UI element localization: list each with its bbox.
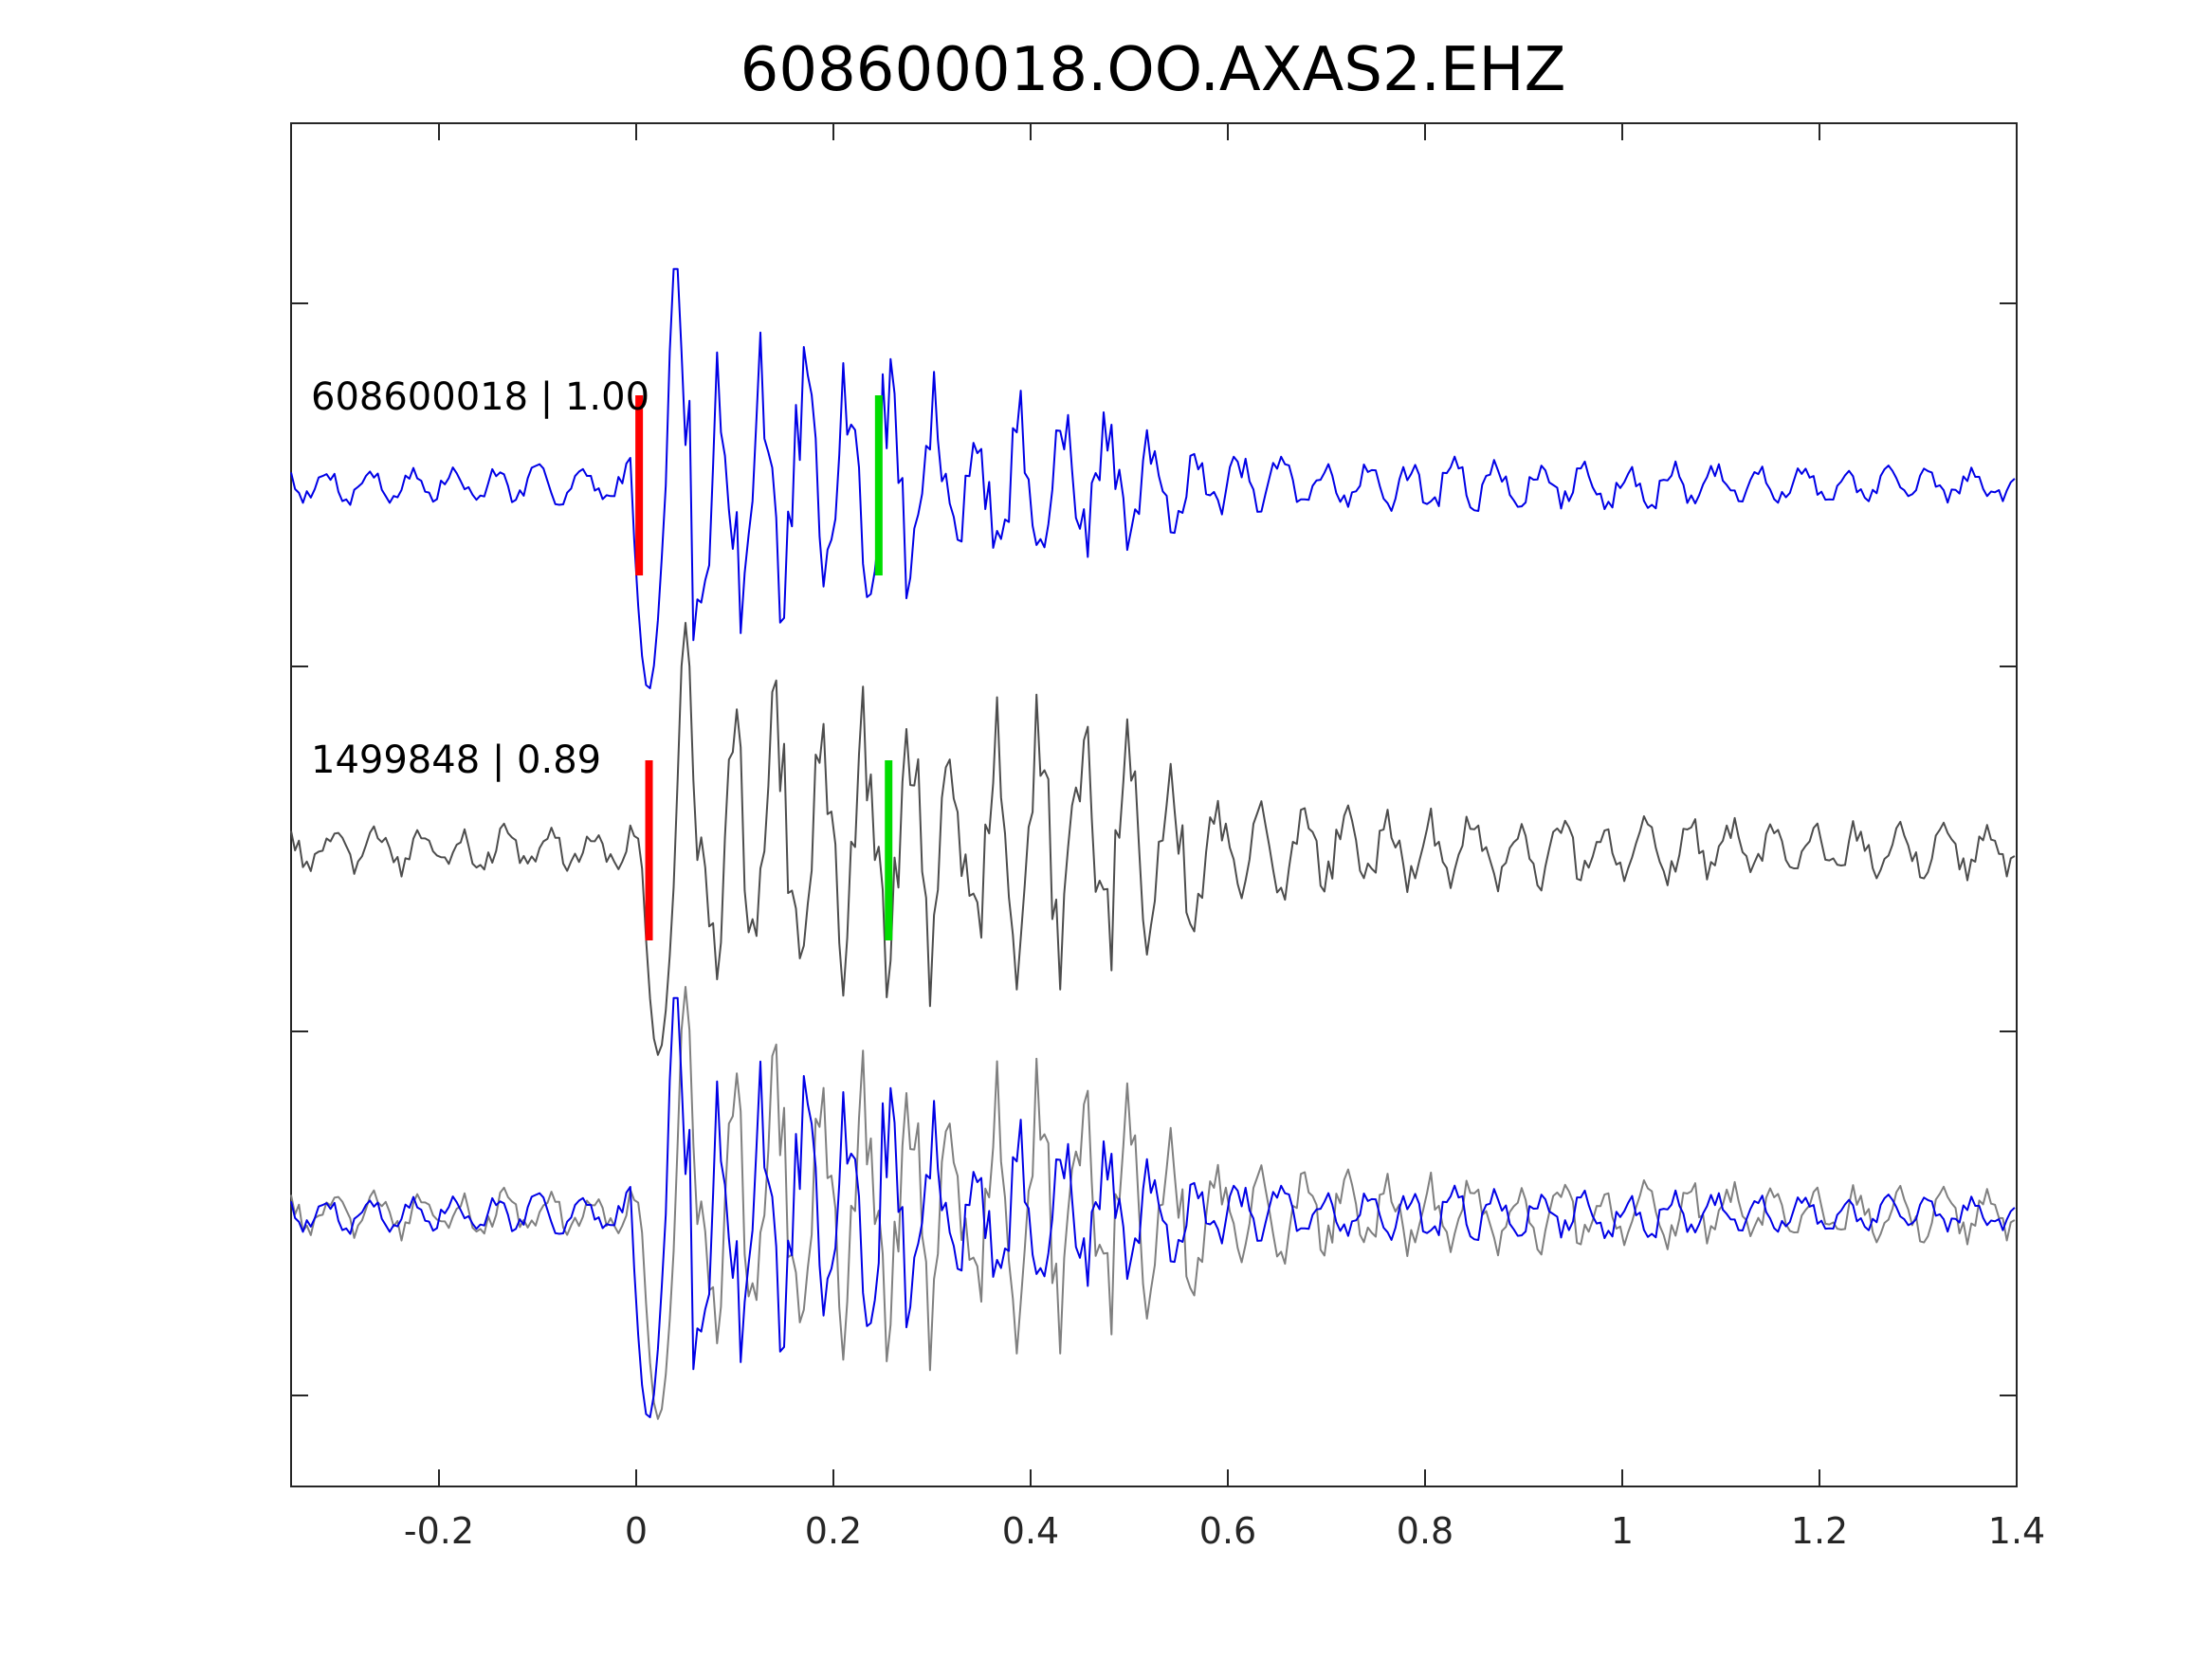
x-tick-label-1: 0 (625, 1510, 648, 1552)
x-tick-label-3: 0.4 (1002, 1510, 1059, 1552)
x-tick-label-4: 0.6 (1199, 1510, 1256, 1552)
x-axis: -0.2 0 0.2 0.4 0.6 0.8 1 1.2 1.4 (404, 123, 2045, 1552)
trace-template (290, 267, 2016, 689)
x-tick-label-7: 1.2 (1791, 1510, 1848, 1552)
trace-label-detection: 1499848 | 0.89 (311, 738, 601, 782)
axes-box (290, 122, 2018, 1487)
x-tick-label-8: 1.4 (1988, 1510, 2045, 1552)
x-tick-label-6: 1 (1611, 1510, 1634, 1552)
overlay-detection (290, 986, 2016, 1420)
trace-detection (290, 622, 2016, 1056)
x-tick-label-5: 0.8 (1397, 1510, 1453, 1552)
chart-title: 608600018.OO.AXAS2.EHZ (740, 35, 1566, 105)
plot-area: 608600018 | 1.00 1499848 | 0.89 (290, 122, 2018, 1487)
overlay-template (290, 996, 2016, 1418)
x-tick-label-0: -0.2 (404, 1510, 474, 1552)
trace-label-template: 608600018 | 1.00 (311, 375, 649, 419)
x-tick-label-2: 0.2 (805, 1510, 862, 1552)
